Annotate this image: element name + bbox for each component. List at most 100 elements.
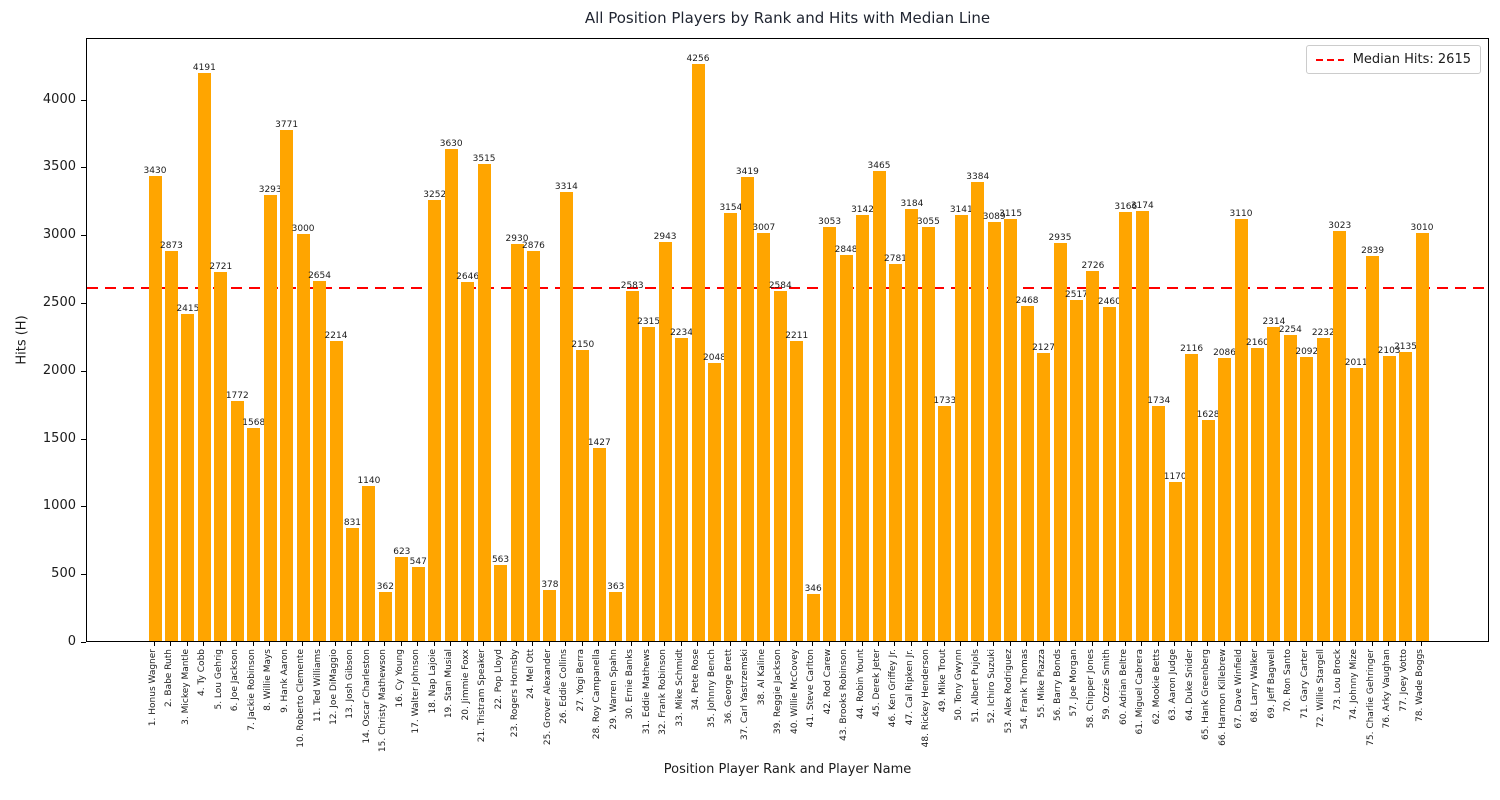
x-tick-mark xyxy=(812,642,814,646)
bar-value-label: 4256 xyxy=(686,54,710,64)
x-tick-mark xyxy=(1404,642,1406,646)
bar-value-label: 2086 xyxy=(1213,348,1236,358)
x-tick-label: 13. Josh Gibson xyxy=(345,649,356,719)
x-tick-label: 32. Frank Robinson xyxy=(658,649,669,735)
bar-value-label: 2930 xyxy=(505,234,529,244)
bar-value-label: 2135 xyxy=(1394,342,1417,352)
x-tick-mark xyxy=(1141,642,1143,646)
bar xyxy=(954,215,968,641)
bar xyxy=(757,233,771,641)
bar-value-label: 2232 xyxy=(1311,328,1335,338)
x-tick-mark xyxy=(713,642,715,646)
x-tick-label: 9. Hank Aaron xyxy=(279,649,290,713)
x-tick-mark xyxy=(1059,642,1060,646)
x-tick-mark xyxy=(1371,642,1373,646)
bar xyxy=(806,594,820,641)
bar xyxy=(675,338,689,641)
legend: Median Hits: 2615 xyxy=(1305,45,1481,74)
x-tick-label: 63. Aaron Judge xyxy=(1168,649,1179,721)
x-tick-mark xyxy=(746,642,748,646)
x-tick-mark xyxy=(631,642,633,646)
x-tick-label: 1. Honus Wagner xyxy=(148,649,158,727)
bar-value-label: 2315 xyxy=(637,317,661,327)
bar-value-label: 2654 xyxy=(308,271,331,281)
x-tick-label: 6. Joe Jackson xyxy=(230,649,241,712)
bar xyxy=(790,341,804,641)
bar xyxy=(1053,243,1067,641)
x-tick-label: 38. Al Kaline xyxy=(756,649,767,706)
x-tick-label: 30. Ernie Banks xyxy=(625,649,636,720)
bar xyxy=(1382,356,1396,641)
bar xyxy=(362,486,376,641)
bar xyxy=(1185,354,1199,641)
y-tick-label: 3000 xyxy=(42,227,76,243)
x-tick-mark xyxy=(1355,642,1357,646)
bar xyxy=(839,255,853,641)
x-tick-label: 59. Ozzie Smith xyxy=(1102,649,1113,720)
x-tick-mark xyxy=(269,642,271,646)
x-tick-mark xyxy=(1421,642,1422,646)
x-tick-mark xyxy=(450,642,452,646)
x-tick-label: 8. Willie Mays xyxy=(263,649,274,711)
x-tick-label: 31. Eddie Mathews xyxy=(641,649,652,735)
x-tick-label: 57. Joe Morgan xyxy=(1069,649,1080,717)
x-tick-mark xyxy=(1240,642,1241,646)
bar xyxy=(197,73,211,641)
bar-value-label: 563 xyxy=(491,555,510,565)
x-tick-label: 69. Jeff Bagwell xyxy=(1266,649,1277,719)
x-tick-label: 36. George Brett xyxy=(723,649,734,725)
bar xyxy=(526,251,540,641)
bar xyxy=(164,251,178,641)
bar-value-label: 1772 xyxy=(225,391,249,401)
x-tick-mark xyxy=(186,642,188,646)
y-tick-label: 3500 xyxy=(42,159,76,175)
bar xyxy=(1218,358,1232,641)
y-tick-mark xyxy=(81,438,86,440)
x-tick-label: 12. Joe DiMaggio xyxy=(329,649,339,725)
bar xyxy=(296,234,310,641)
x-tick-label: 71. Gary Carter xyxy=(1299,649,1310,719)
bar xyxy=(263,195,277,641)
bar xyxy=(625,291,639,641)
x-tick-mark xyxy=(1256,642,1258,646)
bar-value-label: 2876 xyxy=(522,241,545,251)
bar xyxy=(1152,406,1166,641)
bar xyxy=(724,213,738,641)
median-dash-icon xyxy=(1315,58,1344,61)
bar xyxy=(1086,271,1100,641)
bar xyxy=(1102,307,1116,641)
bar-value-label: 2415 xyxy=(176,304,200,314)
x-tick-mark xyxy=(367,642,369,646)
x-tick-label: 52. Ichiro Suzuki xyxy=(987,649,998,724)
y-tick-label: 4000 xyxy=(42,91,76,107)
x-tick-mark xyxy=(894,642,896,646)
bar xyxy=(230,401,244,641)
x-tick-mark xyxy=(697,642,698,646)
x-tick-mark xyxy=(548,642,550,646)
x-tick-mark xyxy=(483,642,485,646)
x-tick-label: 43. Brooks Robinson xyxy=(839,649,850,741)
bar-value-label: 3142 xyxy=(851,205,874,215)
bar xyxy=(1399,352,1413,641)
plot-area: 3430 2873 2415 4191 2721 1772 1568 3293 3771 3000… xyxy=(86,38,1489,642)
x-tick-label: 20. Jimmie Foxx xyxy=(460,649,471,721)
x-tick-label: 65. Hank Greenberg xyxy=(1201,649,1212,740)
bar-value-label: 2721 xyxy=(209,262,233,272)
x-tick-label: 7. Jackie Robinson xyxy=(246,649,257,731)
x-tick-label: 2. Babe Ruth xyxy=(164,649,175,708)
bar xyxy=(477,164,491,641)
bar-value-label: 547 xyxy=(409,557,427,567)
x-tick-label: 64. Duke Snider xyxy=(1184,649,1195,721)
bar xyxy=(921,227,935,641)
bar-value-label: 1628 xyxy=(1196,410,1220,420)
x-tick-mark xyxy=(1091,642,1093,646)
bar xyxy=(280,130,294,641)
x-tick-mark xyxy=(203,642,205,646)
x-tick-mark xyxy=(170,642,172,646)
legend-label: Median Hits: 2615 xyxy=(1352,52,1471,67)
bar xyxy=(691,64,705,641)
bar-value-label: 2848 xyxy=(834,245,858,255)
x-tick-mark xyxy=(1108,642,1110,646)
x-tick-label: 48. Rickey Henderson xyxy=(921,649,932,748)
